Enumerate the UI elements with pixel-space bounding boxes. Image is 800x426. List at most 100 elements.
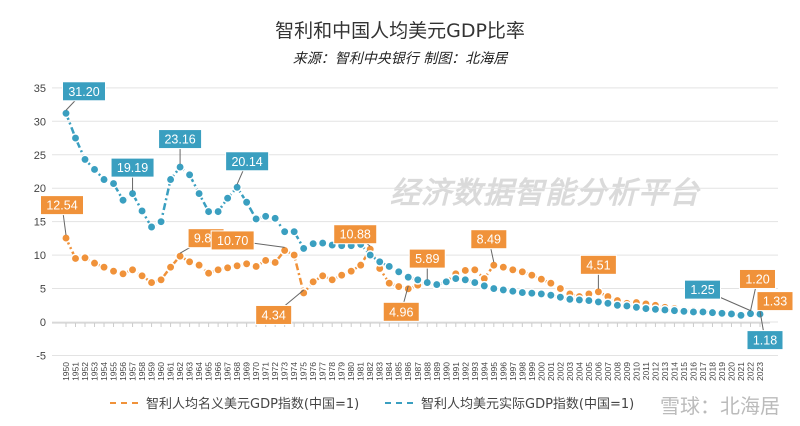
data-point — [384, 278, 395, 289]
x-tick-label: 1951 — [71, 362, 81, 381]
data-point — [602, 298, 613, 309]
x-tick-label: 1972 — [270, 362, 280, 381]
data-point — [317, 238, 328, 249]
data-point — [298, 243, 309, 254]
annotation-text: 20.14 — [231, 155, 262, 169]
data-point — [213, 264, 224, 275]
x-tick-label: 1973 — [280, 362, 290, 381]
x-tick-label: 1995 — [489, 362, 499, 381]
x-tick-label: 1954 — [99, 362, 109, 381]
x-tick-label: 1970 — [251, 362, 261, 381]
x-tick-label: 1979 — [337, 362, 347, 381]
data-label-annotation: 23.16 — [158, 129, 203, 165]
data-point — [650, 304, 661, 315]
data-point — [698, 307, 708, 317]
data-point — [232, 260, 243, 271]
y-tick-label: 35 — [34, 83, 46, 95]
x-tick-label: 2018 — [707, 362, 717, 381]
data-point — [717, 308, 727, 319]
data-point — [469, 264, 480, 275]
data-point — [203, 206, 214, 217]
annotation-box — [110, 157, 155, 178]
data-point — [517, 287, 528, 298]
data-point — [127, 264, 138, 275]
y-tick-label: 10 — [34, 250, 46, 262]
data-point — [545, 278, 556, 289]
data-point — [355, 260, 366, 271]
legend-item-nominal: 智利人均名义美元GDP指数(中国=1) — [110, 393, 359, 412]
data-point — [327, 274, 338, 285]
data-point — [393, 281, 404, 292]
legend-label-real: 智利人均美元实际GDP指数(中国=1) — [421, 397, 635, 412]
data-label-annotation: 5.89 — [408, 248, 446, 280]
annotation-box — [225, 151, 270, 172]
data-point — [251, 214, 262, 224]
data-point — [555, 292, 566, 303]
x-tick-label: 2005 — [584, 362, 594, 381]
annotation-box — [40, 195, 84, 216]
data-point — [194, 188, 205, 199]
annotation-text: 1.33 — [763, 295, 787, 309]
x-tick-label: 2014 — [669, 362, 679, 381]
x-tick-label: 1977 — [318, 362, 328, 381]
data-label-annotation: 1.20 — [738, 268, 776, 312]
data-point — [156, 274, 167, 285]
data-point — [118, 268, 128, 279]
data-point — [108, 178, 119, 189]
data-point — [450, 273, 461, 284]
data-point — [175, 162, 186, 173]
x-tick-label: 1976 — [308, 362, 318, 381]
data-point — [289, 226, 300, 237]
x-tick-label: 2021 — [736, 362, 746, 381]
data-point — [365, 250, 376, 261]
data-point — [593, 286, 604, 297]
data-point — [612, 300, 623, 311]
x-tick-label: 2015 — [679, 362, 689, 381]
data-point — [593, 296, 604, 307]
x-tick-label: 1953 — [90, 362, 100, 381]
data-point — [488, 260, 499, 271]
data-point — [89, 164, 100, 175]
x-tick-label: 1991 — [451, 362, 461, 381]
data-point — [108, 266, 119, 277]
x-tick-label: 2008 — [612, 362, 622, 381]
x-tick-label: 1999 — [527, 362, 537, 381]
data-point — [89, 258, 100, 269]
data-point — [137, 205, 148, 216]
x-tick-label: 1964 — [194, 362, 204, 381]
x-tick-label: 1989 — [432, 362, 442, 381]
annotation-text: 19.19 — [117, 161, 148, 175]
x-tick-label: 1985 — [394, 362, 404, 381]
x-tick-label: 1965 — [204, 362, 214, 381]
x-tick-label: 2009 — [622, 362, 632, 381]
data-label-annotation: 10.70 — [210, 230, 285, 251]
x-tick-label: 1969 — [242, 362, 252, 381]
data-label-annotation: 10.88 — [333, 224, 378, 247]
data-point — [479, 280, 490, 291]
annotation-text: 23.16 — [164, 133, 195, 147]
x-tick-label: 1960 — [156, 362, 166, 381]
data-point — [707, 307, 718, 318]
data-point — [536, 274, 547, 285]
annotation-text: 31.20 — [68, 85, 99, 99]
annotation-text: 10.88 — [340, 228, 371, 242]
data-point — [222, 193, 233, 204]
data-point — [260, 255, 271, 266]
annotation-box — [738, 268, 776, 289]
annotation-text: 4.51 — [586, 258, 610, 272]
data-point — [555, 283, 566, 294]
x-tick-label: 1980 — [346, 362, 356, 381]
y-tick-label: 30 — [34, 116, 46, 128]
annotation-text: 10.70 — [217, 234, 248, 248]
data-point — [222, 262, 233, 273]
data-label-annotation: 1.18 — [746, 311, 784, 351]
data-point — [736, 310, 746, 321]
x-tick-label: 1986 — [403, 362, 413, 381]
annotation-box — [158, 129, 203, 150]
data-point — [241, 258, 252, 269]
data-point — [564, 294, 575, 305]
chart-subtitle: 来源：智利中央银行 制图：北海居 — [292, 51, 508, 67]
data-point — [678, 306, 689, 317]
data-label-annotation: 1.25 — [683, 279, 751, 312]
x-tick-label: 1996 — [498, 362, 508, 381]
